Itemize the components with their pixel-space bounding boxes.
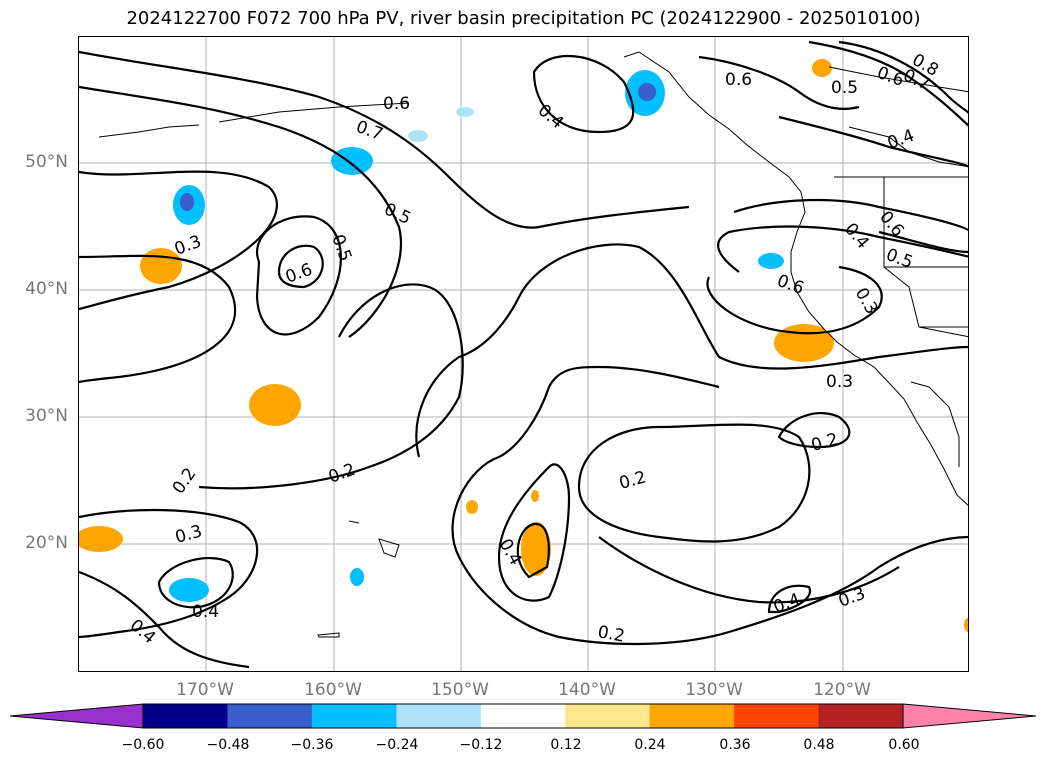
lon-label-140w: 140°W	[558, 680, 616, 700]
contour-label: 0.4	[192, 602, 219, 622]
contour-label: 0.3	[172, 232, 204, 260]
colorbar-segment	[734, 704, 820, 728]
colorbar-tick-label: −0.60	[121, 737, 165, 753]
colorbar-tick-label: 0.36	[719, 737, 751, 753]
contour-label: 0.6	[874, 63, 906, 91]
pv-contours	[79, 40, 968, 669]
lon-label-160w: 160°W	[304, 680, 362, 700]
colorbar-segment	[649, 704, 735, 728]
map-panel: 0.6 0.7 0.5 0.5 0.6 0.3 0.4 0.6 0.5 0.6 …	[78, 36, 969, 672]
colorbar-tick-label: −0.48	[206, 737, 250, 753]
colorbar-tick-label: 0.12	[550, 737, 582, 753]
lat-label-30n: 30°N	[25, 406, 68, 426]
lon-label-130w: 130°W	[685, 680, 743, 700]
map-canvas: 0.6 0.7 0.5 0.5 0.6 0.3 0.4 0.6 0.5 0.6 …	[79, 37, 968, 671]
contour-label: 0.4	[126, 616, 160, 649]
map-title: 2024122700 F072 700 hPa PV, river basin …	[126, 8, 921, 29]
contour-label: 0.2	[169, 464, 201, 498]
contour-label: 0.3	[836, 584, 868, 612]
colorbar-tick-label: 0.24	[634, 737, 666, 753]
lat-label-50n: 50°N	[25, 152, 68, 172]
colorbar-segment	[143, 704, 228, 728]
colorbar-extension-low	[10, 703, 144, 729]
colorbar-frame	[142, 703, 904, 729]
colorbar-segment	[818, 704, 904, 728]
lon-label-170w: 170°W	[176, 680, 234, 700]
contour-label: 0.5	[327, 232, 355, 264]
colorbar-tick-label: 0.48	[803, 737, 835, 753]
colorbar-segments	[10, 703, 1037, 729]
contour-label: 0.5	[883, 245, 915, 273]
colorbar-segment	[227, 704, 313, 728]
coastlines	[98, 51, 968, 638]
colorbar-extension-high	[902, 703, 1037, 729]
contour-label: 0.5	[831, 78, 858, 98]
contour-label: 0.7	[353, 117, 385, 145]
colorbar-segment	[311, 704, 397, 728]
lat-label-20n: 20°N	[25, 533, 68, 553]
colorbar-segment	[565, 704, 651, 728]
precip-shading	[79, 59, 968, 632]
colorbar-tick-label: −0.24	[375, 737, 419, 753]
colorbar-segment	[480, 704, 566, 728]
colorbar-tick-label: −0.12	[459, 737, 503, 753]
contour-label: 0.4	[840, 219, 873, 253]
contour-label: 0.6	[725, 70, 752, 90]
colorbar-segment	[396, 704, 482, 728]
contour-label: 0.6	[383, 94, 410, 114]
contour-label: 0.2	[326, 460, 358, 488]
lon-label-120w: 120°W	[813, 680, 871, 700]
gridlines	[79, 37, 968, 671]
contour-label: 0.2	[596, 622, 626, 646]
colorbar-tick-label: 0.60	[888, 737, 920, 753]
colorbar-tick-label: −0.36	[290, 737, 334, 753]
contour-label: 0.4	[534, 101, 568, 134]
contour-label: 0.2	[617, 468, 648, 494]
lat-label-40n: 40°N	[25, 279, 68, 299]
lon-label-150w: 150°W	[431, 680, 489, 700]
contour-label: 0.5	[381, 199, 414, 229]
contour-label: 0.3	[826, 372, 853, 392]
colorbar	[10, 703, 1037, 729]
contour-label: 0.2	[809, 430, 840, 456]
contour-label: 0.6	[774, 271, 806, 299]
contour-label: 0.4	[885, 126, 917, 154]
